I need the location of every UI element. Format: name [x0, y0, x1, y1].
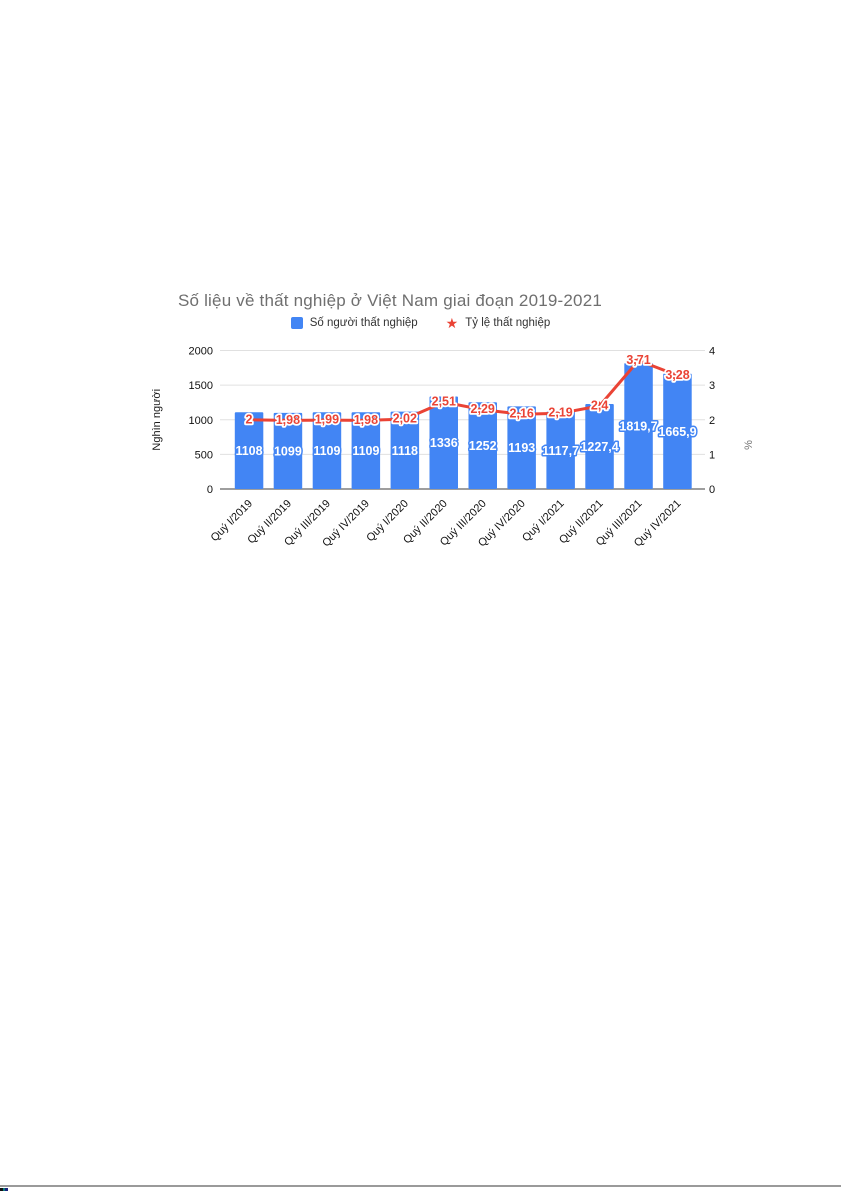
- right-axis-tick-label: 2: [709, 415, 715, 427]
- right-axis-tick-label: 0: [709, 484, 715, 496]
- page-bottom-divider: [0, 1185, 841, 1187]
- bar-Quý IV/2019[interactable]: [351, 412, 381, 489]
- bar-value-label: 1117,7: [542, 444, 579, 458]
- line-point-star-icon[interactable]: [633, 355, 644, 365]
- bar-Quý IV/2021[interactable]: [663, 373, 692, 489]
- bar-value-label: 1109: [352, 444, 379, 458]
- line-point-star-icon[interactable]: [672, 370, 683, 380]
- left-axis-tick-label: 2000: [189, 346, 213, 358]
- line-point-star-icon[interactable]: [555, 408, 566, 418]
- left-axis-title: Nghìn người: [151, 389, 163, 451]
- right-axis-title: %: [743, 440, 755, 450]
- legend-item-bars[interactable]: Số người thất nghiệp: [290, 317, 418, 329]
- right-axis-tick-label: 4: [709, 346, 715, 358]
- line-value-label: 2,19: [548, 406, 572, 420]
- chart-title: Số liệu về thất nghiệp ở Việt Nam giai đ…: [177, 291, 603, 310]
- bar-value-label: 1108: [235, 444, 262, 458]
- line-point-star-icon[interactable]: [439, 397, 449, 407]
- legend-item-line[interactable]: ★ Tỷ lệ thất nghiệp: [445, 315, 551, 331]
- bar-Quý III/2021[interactable]: [624, 363, 653, 489]
- line-value-label: 1,99: [315, 413, 339, 427]
- line-value-label: 3,71: [626, 353, 650, 367]
- bar-value-label: 1227,4: [580, 440, 618, 454]
- rate-line[interactable]: [248, 359, 679, 422]
- bar-Quý I/2019[interactable]: [234, 412, 264, 489]
- line-point-star-icon[interactable]: [361, 415, 371, 425]
- bar-value-label: 1819,7: [619, 420, 657, 434]
- bar-Quý II/2021[interactable]: [585, 404, 614, 489]
- bar-value-label: 1193: [508, 441, 535, 455]
- legend-label-line: Tỷ lệ thất nghiệp: [465, 317, 551, 329]
- left-axis-tick-label: 0: [207, 484, 213, 496]
- chart-legend: Số người thất nghiệp ★ Tỷ lệ thất nghiệp: [0, 315, 841, 331]
- bar-Quý III/2019[interactable]: [312, 412, 342, 489]
- line-point-star-icon[interactable]: [400, 414, 410, 424]
- line-value-label: 2,4: [591, 398, 608, 412]
- bar-value-label: 1336: [430, 436, 458, 450]
- left-axis-tick-label: 1500: [189, 380, 213, 392]
- line-value-label: 1,98: [276, 413, 300, 427]
- line-point-star-icon[interactable]: [594, 400, 605, 410]
- bar-value-label: 1099: [274, 444, 302, 458]
- bar-Quý I/2020[interactable]: [390, 411, 420, 489]
- left-axis-tick-label: 500: [195, 449, 213, 461]
- line-value-label: 2,02: [393, 412, 417, 426]
- legend-label-bars: Số người thất nghiệp: [309, 317, 418, 329]
- bar-value-label: 1665,9: [658, 425, 696, 439]
- bar-Quý III/2020[interactable]: [468, 402, 498, 489]
- line-series-star-icon: ★: [445, 315, 459, 331]
- left-axis-tick-label: 1000: [189, 415, 213, 427]
- bar-value-label: 1118: [392, 444, 418, 458]
- bar-Quý II/2019[interactable]: [273, 412, 303, 489]
- right-axis-tick-label: 3: [709, 380, 715, 392]
- bar-value-label: 1252: [469, 439, 497, 453]
- line-point-star-icon[interactable]: [516, 409, 527, 419]
- right-axis-tick-label: 1: [709, 449, 715, 461]
- line-point-star-icon[interactable]: [477, 404, 488, 414]
- line-value-label: 3,28: [665, 368, 689, 382]
- bar-value-label: 1109: [313, 444, 340, 458]
- bar-Quý I/2021[interactable]: [546, 411, 575, 489]
- line-value-label: 1,98: [354, 413, 378, 427]
- line-point-star-icon[interactable]: [244, 414, 254, 424]
- bar-Quý II/2020[interactable]: [429, 396, 459, 490]
- line-value-label: 2,16: [510, 407, 534, 421]
- bar-Quý IV/2020[interactable]: [507, 406, 536, 489]
- bar-series-swatch-icon: [290, 317, 303, 329]
- line-point-star-icon[interactable]: [322, 415, 332, 425]
- line-point-star-icon[interactable]: [283, 415, 293, 425]
- line-value-label: 2,51: [432, 395, 456, 409]
- line-value-label: 2,29: [471, 402, 495, 416]
- line-value-label: 2: [246, 412, 253, 426]
- chart-plot-area: 0 0 500 1 1000 2 1500 3 2000 4 1108 1099 1109 1109 111…: [151, 346, 755, 550]
